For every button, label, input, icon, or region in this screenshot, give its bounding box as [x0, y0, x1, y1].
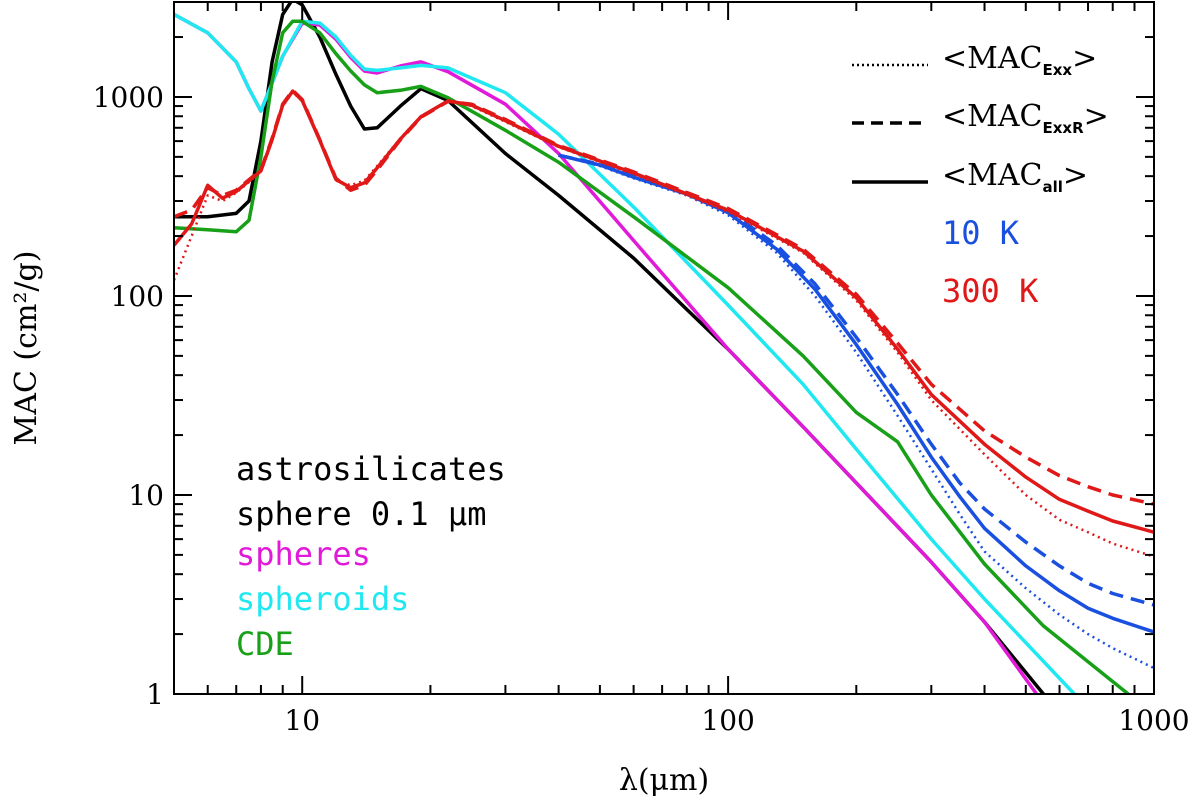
y-axis-title: MAC (cm²/g) [9, 251, 44, 446]
annotation-spheres: spheres [236, 535, 371, 573]
series-line-spheroids [174, 12, 1076, 694]
legend-label-exxr: <MACExxR> [942, 99, 1109, 137]
y-tick-label: 10 [128, 479, 164, 512]
legend-temp-10k: 10 K [942, 214, 1020, 252]
y-tick-label: 100 [111, 280, 164, 313]
legend: <MACExx> <MACExxR> <MACall> 10 K 300 K [852, 41, 1109, 310]
legend-label-all: <MACall> [942, 158, 1088, 196]
annotation-cde: CDE [236, 625, 294, 663]
annotation-material: astrosilicates [236, 450, 506, 488]
annotation-spheroids: spheroids [236, 580, 409, 618]
x-tick-label: 10 [284, 704, 320, 737]
legend-label-exx: <MACExx> [942, 41, 1097, 79]
series-line-cde [174, 19, 1130, 694]
x-axis-title: λ(μm) [619, 763, 709, 798]
annotation-sphere-size: sphere 0.1 μm [236, 495, 486, 533]
series-layer [174, 2, 1154, 694]
legend-temp-300k: 300 K [942, 272, 1039, 310]
x-tick-label: 100 [701, 704, 754, 737]
tick-layer: 10 100 1000 1 10 100 1000 [93, 1, 1190, 737]
x-tick-label: 1000 [1118, 704, 1189, 737]
y-tick-label: 1000 [93, 81, 164, 114]
y-tick-label: 1 [146, 678, 164, 711]
series-line-300-k-all [174, 89, 1154, 534]
plot-frame [173, 1, 1155, 695]
